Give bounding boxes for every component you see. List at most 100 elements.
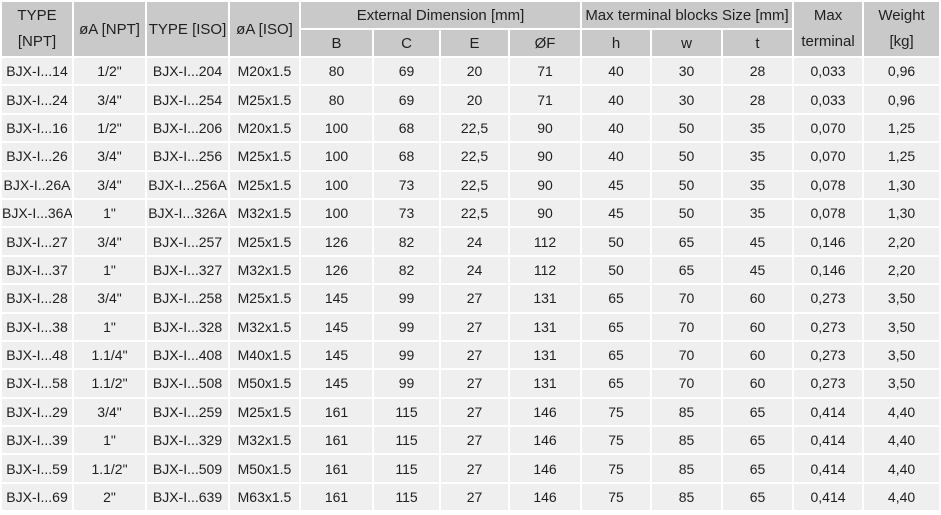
cell-e: 27 xyxy=(441,313,508,340)
cell-dia-a-iso: M32x1.5 xyxy=(230,256,299,284)
cell-c: 68 xyxy=(374,143,439,170)
cell-e: 20 xyxy=(441,58,508,85)
table-row: BJX-I...48 1.1/4" BJX-I...408 M40x1.5 145 99 2… xyxy=(2,341,940,369)
cell-max-terminal: 0,033 xyxy=(794,58,863,85)
cell-b: 126 xyxy=(301,256,372,284)
cell-dia-a-npt: 2" xyxy=(74,483,145,511)
cell-w: 85 xyxy=(652,427,721,454)
cell-type-iso: BJX-I...259 xyxy=(147,398,228,426)
cell-c: 73 xyxy=(374,171,439,198)
table-row: BJX-I...38 1" BJX-I...328 M32x1.5 145 99 27 131… xyxy=(2,313,940,340)
cell-e: 27 xyxy=(441,398,508,426)
cell-t: 35 xyxy=(723,114,793,142)
cell-t: 45 xyxy=(723,228,793,255)
cell-type-npt: BJX-I..26A xyxy=(2,171,72,198)
cell-w: 70 xyxy=(652,285,721,312)
cell-h: 40 xyxy=(582,58,650,85)
header-group-external-dimension: External Dimension [mm] xyxy=(301,2,580,28)
cell-h: 40 xyxy=(582,143,650,170)
cell-t: 65 xyxy=(723,483,793,511)
cell-t: 60 xyxy=(723,341,793,369)
cell-b: 161 xyxy=(301,398,372,426)
cell-weight-kg: 3,50 xyxy=(864,285,940,312)
cell-e: 27 xyxy=(441,427,508,454)
header-w: w xyxy=(652,30,721,56)
table-row: BJX-I...16 1/2" BJX-I...206 M20x1.5 100 68 22,… xyxy=(2,114,940,142)
cell-f: 112 xyxy=(510,228,580,255)
table-row: BJX-I...28 3/4" BJX-I...258 M25x1.5 145 99 27 1… xyxy=(2,285,940,312)
cell-type-npt: BJX-I...26 xyxy=(2,143,72,170)
cell-w: 50 xyxy=(652,171,721,198)
cell-h: 50 xyxy=(582,256,650,284)
cell-t: 28 xyxy=(723,58,793,85)
cell-w: 50 xyxy=(652,114,721,142)
cell-e: 24 xyxy=(441,228,508,255)
cell-dia-a-npt: 1" xyxy=(74,256,145,284)
cell-t: 60 xyxy=(723,313,793,340)
cell-dia-a-npt: 1.1/2" xyxy=(74,455,145,482)
cell-type-iso: BJX-I...206 xyxy=(147,114,228,142)
cell-f: 131 xyxy=(510,313,580,340)
cell-c: 82 xyxy=(374,228,439,255)
cell-w: 65 xyxy=(652,228,721,255)
cell-b: 145 xyxy=(301,313,372,340)
cell-b: 161 xyxy=(301,483,372,511)
header-e: E xyxy=(441,30,508,56)
table-row: BJX-I...27 3/4" BJX-I...257 M25x1.5 126 82 24 1… xyxy=(2,228,940,255)
cell-dia-a-iso: M25x1.5 xyxy=(230,398,299,426)
cell-max-terminal: 0,078 xyxy=(794,171,863,198)
cell-dia-a-iso: M40x1.5 xyxy=(230,341,299,369)
cell-dia-a-iso: M63x1.5 xyxy=(230,483,299,511)
header-c: C xyxy=(374,30,439,56)
cell-t: 35 xyxy=(723,171,793,198)
cell-dia-a-iso: M32x1.5 xyxy=(230,313,299,340)
cell-weight-kg: 1,25 xyxy=(864,114,940,142)
cell-dia-a-iso: M25x1.5 xyxy=(230,171,299,198)
table-row: BJX-I...59 1.1/2" BJX-I...509 M50x1.5 161 115… xyxy=(2,455,940,482)
cell-f: 131 xyxy=(510,285,580,312)
cell-weight-kg: 3,50 xyxy=(864,313,940,340)
cell-type-iso: BJX-I...509 xyxy=(147,455,228,482)
cell-type-iso: BJX-I...408 xyxy=(147,341,228,369)
cell-type-npt: BJX-I...58 xyxy=(2,370,72,397)
cell-type-iso: BJX-I...639 xyxy=(147,483,228,511)
cell-type-npt: BJX-I...29 xyxy=(2,398,72,426)
cell-f: 90 xyxy=(510,199,580,227)
cell-type-iso: BJX-I...257 xyxy=(147,228,228,255)
header-t: t xyxy=(723,30,793,56)
cell-t: 35 xyxy=(723,199,793,227)
cell-f: 146 xyxy=(510,455,580,482)
cell-type-npt: BJX-I...14 xyxy=(2,58,72,85)
header-max-terminal-line1: Max xyxy=(813,7,843,24)
cell-dia-a-iso: M20x1.5 xyxy=(230,58,299,85)
cell-weight-kg: 4,40 xyxy=(864,427,940,454)
cell-weight-kg: 1,30 xyxy=(864,171,940,198)
cell-f: 90 xyxy=(510,114,580,142)
cell-b: 161 xyxy=(301,455,372,482)
cell-weight-kg: 1,25 xyxy=(864,143,940,170)
cell-w: 65 xyxy=(652,256,721,284)
cell-w: 70 xyxy=(652,341,721,369)
cell-f: 146 xyxy=(510,483,580,511)
cell-h: 40 xyxy=(582,114,650,142)
cell-type-npt: BJX-I...28 xyxy=(2,285,72,312)
cell-t: 60 xyxy=(723,285,793,312)
table-row: BJX-I...39 1" BJX-I...329 M32x1.5 161 115 27 14… xyxy=(2,427,940,454)
cell-c: 82 xyxy=(374,256,439,284)
cell-f: 90 xyxy=(510,171,580,198)
cell-max-terminal: 0,273 xyxy=(794,370,863,397)
header-group-row: TYPE [NPT] øA [NPT] TYPE [ISO] øA [ISO] … xyxy=(2,2,940,56)
header-type-npt-line2: [NPT] xyxy=(17,33,57,50)
cell-dia-a-iso: M25x1.5 xyxy=(230,86,299,113)
cell-c: 68 xyxy=(374,114,439,142)
header-weight-line2: [kg] xyxy=(889,33,914,50)
cell-dia-a-npt: 3/4" xyxy=(74,398,145,426)
cell-h: 65 xyxy=(582,341,650,369)
cell-h: 45 xyxy=(582,199,650,227)
header-f: ØF xyxy=(510,30,580,56)
header-max-terminal: Max terminal xyxy=(794,2,863,56)
cell-weight-kg: 3,50 xyxy=(864,341,940,369)
cell-weight-kg: 3,50 xyxy=(864,370,940,397)
cell-weight-kg: 4,40 xyxy=(864,455,940,482)
cell-f: 131 xyxy=(510,370,580,397)
